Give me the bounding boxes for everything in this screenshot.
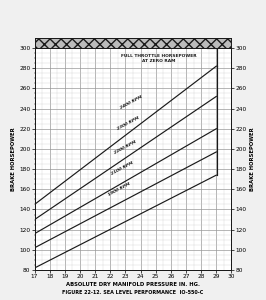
Text: 2200 RPM: 2200 RPM xyxy=(113,140,137,155)
X-axis label: ABSOLUTE DRY MANIFOLD PRESSURE IN. HG.: ABSOLUTE DRY MANIFOLD PRESSURE IN. HG. xyxy=(66,282,200,287)
Y-axis label: BRAKE HORSEPOWER: BRAKE HORSEPOWER xyxy=(11,127,16,191)
Text: FIGURE 22-12. SEA LEVEL PERFORMANCE  IO-550-C: FIGURE 22-12. SEA LEVEL PERFORMANCE IO-5… xyxy=(62,290,204,296)
Text: 2400 RPM: 2400 RPM xyxy=(119,94,143,110)
Text: 2300 RPM: 2300 RPM xyxy=(116,116,140,131)
Text: 1900 RPM: 1900 RPM xyxy=(107,182,131,197)
Text: FULL THROTTLE HORSEPOWER
AT ZERO RAM: FULL THROTTLE HORSEPOWER AT ZERO RAM xyxy=(121,54,197,63)
Text: 2100 RPM: 2100 RPM xyxy=(110,161,134,176)
Y-axis label: BRAKE HORSEPOWER: BRAKE HORSEPOWER xyxy=(250,127,255,191)
